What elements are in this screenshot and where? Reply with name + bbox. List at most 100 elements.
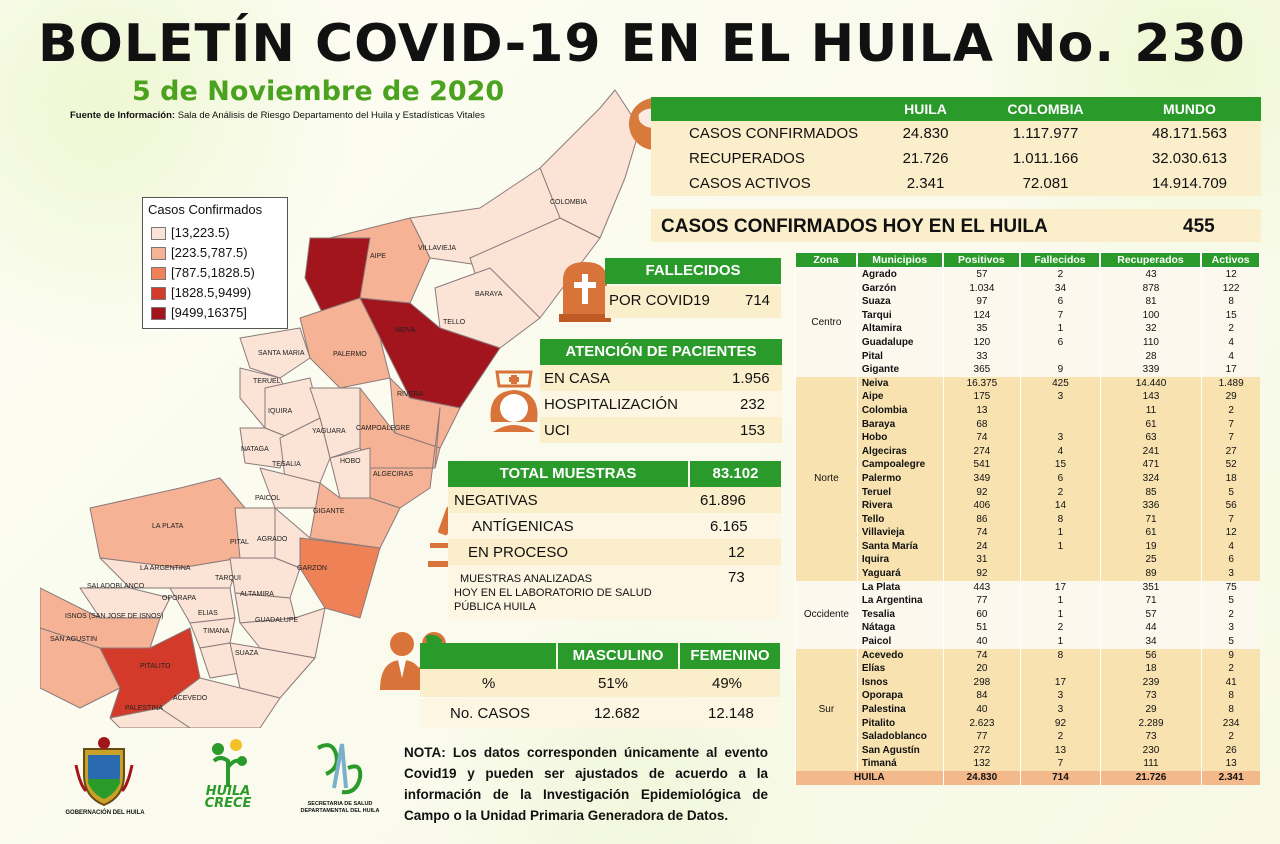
fallecidos-value: 714: [745, 292, 771, 309]
table-cell: 122: [1201, 281, 1260, 296]
table-row: Sur Acevedo 74 8 56 9: [795, 648, 1260, 771]
table-cell: 18: [1099, 662, 1202, 676]
municipio-name: Rivera: [856, 499, 943, 513]
table-cell: 40: [942, 635, 1021, 649]
municipio-name: Iquira: [856, 553, 943, 568]
legend-item: [787.5,1828.5): [151, 265, 255, 281]
legend-item: [13,223.5): [151, 225, 230, 241]
atencion-row: EN CASA 1.956: [540, 365, 782, 391]
table-row: Nátaga 51 2 44 3: [795, 621, 1260, 636]
municipios-header: Positivos: [942, 252, 1021, 268]
table-cell: 365: [942, 363, 1021, 377]
table-cell: 120: [942, 335, 1021, 350]
table-cell: 3: [1201, 567, 1260, 581]
sexo-cases-label: No. CASOS: [450, 705, 531, 722]
table-cell: 71: [1099, 594, 1202, 608]
map-region-palestina: [109, 707, 191, 728]
map-label-santa-maria: SANTA MARIA: [258, 350, 305, 357]
table-cell: 20: [942, 662, 1021, 676]
map-label-neiva: NEIVA: [395, 327, 416, 334]
table-cell: 878: [1099, 281, 1202, 296]
table-cell: 143: [1099, 390, 1202, 404]
map-label-paicol: PAICOL: [255, 495, 280, 502]
municipios-table: Zona Municipios Positivos Fallecidos Rec…: [795, 252, 1260, 785]
table-cell: 77: [942, 594, 1021, 608]
table-cell: 9: [1201, 648, 1260, 663]
table-row: Pital 33 28 4: [795, 349, 1260, 364]
map-label-saladoblanco: SALADOBLANCO: [87, 583, 145, 590]
table-cell: 56: [1201, 499, 1260, 513]
sexo-pct-label: %: [482, 675, 496, 692]
table-cell: 18: [1201, 471, 1260, 486]
table-row: Saladoblanco 77 2 73 2: [795, 730, 1260, 744]
map-label-san-agustin: SAN AGUSTIN: [50, 636, 97, 643]
table-cell: 2: [1020, 268, 1100, 282]
table-cell: 73: [1099, 689, 1202, 703]
source-text: Sala de Análisis de Riesgo Departamento …: [177, 110, 485, 121]
table-cell: 471: [1099, 458, 1202, 472]
table-cell: 349: [942, 471, 1021, 486]
map-region-tarqui: [229, 557, 301, 599]
table-cell: 5: [1201, 594, 1260, 608]
table-cell: 541: [942, 458, 1021, 472]
table-cell: 25: [1099, 553, 1202, 568]
municipio-name: Garzón: [856, 281, 943, 296]
table-cell: 13: [1201, 757, 1260, 771]
table-cell: 17: [1020, 580, 1100, 595]
municipios-header-row: Zona Municipios Positivos Fallecidos Rec…: [795, 252, 1260, 268]
table-cell: 14: [1020, 499, 1100, 513]
muestras-value: 6.165: [710, 518, 748, 535]
summary-cell: 72.081: [1022, 175, 1069, 192]
atencion-value: 153: [740, 422, 766, 439]
map-region-guadalupe: [239, 607, 326, 659]
fallecidos-title: FALLECIDOS: [605, 258, 781, 284]
legend-item: [9499,16375]: [151, 305, 247, 321]
municipios-header: Fallecidos: [1020, 252, 1100, 268]
table-row: Baraya 68 61 7: [795, 417, 1260, 432]
table-cell: 32: [1099, 322, 1202, 336]
table-cell: 230: [1099, 743, 1202, 758]
nota-text: NOTA: Los datos corresponden únicamente …: [404, 745, 768, 823]
table-cell: 1: [1020, 607, 1100, 622]
table-cell: 27: [1201, 444, 1260, 459]
table-cell: 92: [942, 485, 1021, 500]
table-cell: 17: [1020, 675, 1100, 690]
table-cell: [1020, 349, 1100, 364]
muestras-row: NEGATIVAS 61.896: [448, 487, 781, 513]
map-region-tello: [434, 267, 541, 349]
atencion-value: 1.956: [732, 370, 770, 387]
sexo-cases-femenino: 12.148: [708, 705, 754, 722]
municipio-name: Elías: [856, 662, 943, 676]
map-label-tello: TELLO: [443, 319, 466, 326]
table-cell: 35: [942, 322, 1021, 336]
today-cases-label: CASOS CONFIRMADOS HOY EN EL HUILA: [661, 216, 1048, 237]
municipio-name: Villavieja: [856, 526, 943, 540]
summary-cell: 14.914.709: [1151, 175, 1228, 192]
atencion-row: HOSPITALIZACIÓN 232: [540, 391, 782, 417]
source-label: Fuente de Información:: [70, 110, 176, 121]
table-cell: 34: [1020, 281, 1100, 296]
summary-cell: 1.117.977: [1012, 125, 1079, 142]
municipio-name: Tarqui: [856, 308, 943, 323]
table-cell: [1020, 553, 1100, 568]
table-cell: 132: [942, 757, 1021, 771]
table-cell: 56: [1099, 648, 1202, 663]
table-cell: 2: [1020, 621, 1100, 636]
municipio-name: Neiva: [856, 376, 943, 391]
legend-swatch: [151, 307, 166, 321]
table-cell: 61: [1099, 417, 1202, 432]
sexo-header-masculino: MASCULINO: [558, 643, 678, 669]
table-cell: 2: [1201, 322, 1260, 336]
legend-swatch: [151, 287, 166, 301]
summary-cell: 21.726: [902, 150, 949, 167]
table-cell: 40: [942, 703, 1021, 717]
table-cell: 1: [1020, 635, 1100, 649]
table-cell: 1: [1020, 322, 1100, 336]
table-cell: 29: [1099, 703, 1202, 717]
municipio-name: La Argentina: [856, 594, 943, 608]
table-cell: 81: [1099, 295, 1202, 309]
summary-header-huila: HUILA: [878, 97, 974, 121]
legend-title: Casos Confirmados: [148, 202, 263, 217]
table-cell: 33: [942, 349, 1021, 364]
table-row: Yaguará 92 89 3: [795, 567, 1260, 581]
